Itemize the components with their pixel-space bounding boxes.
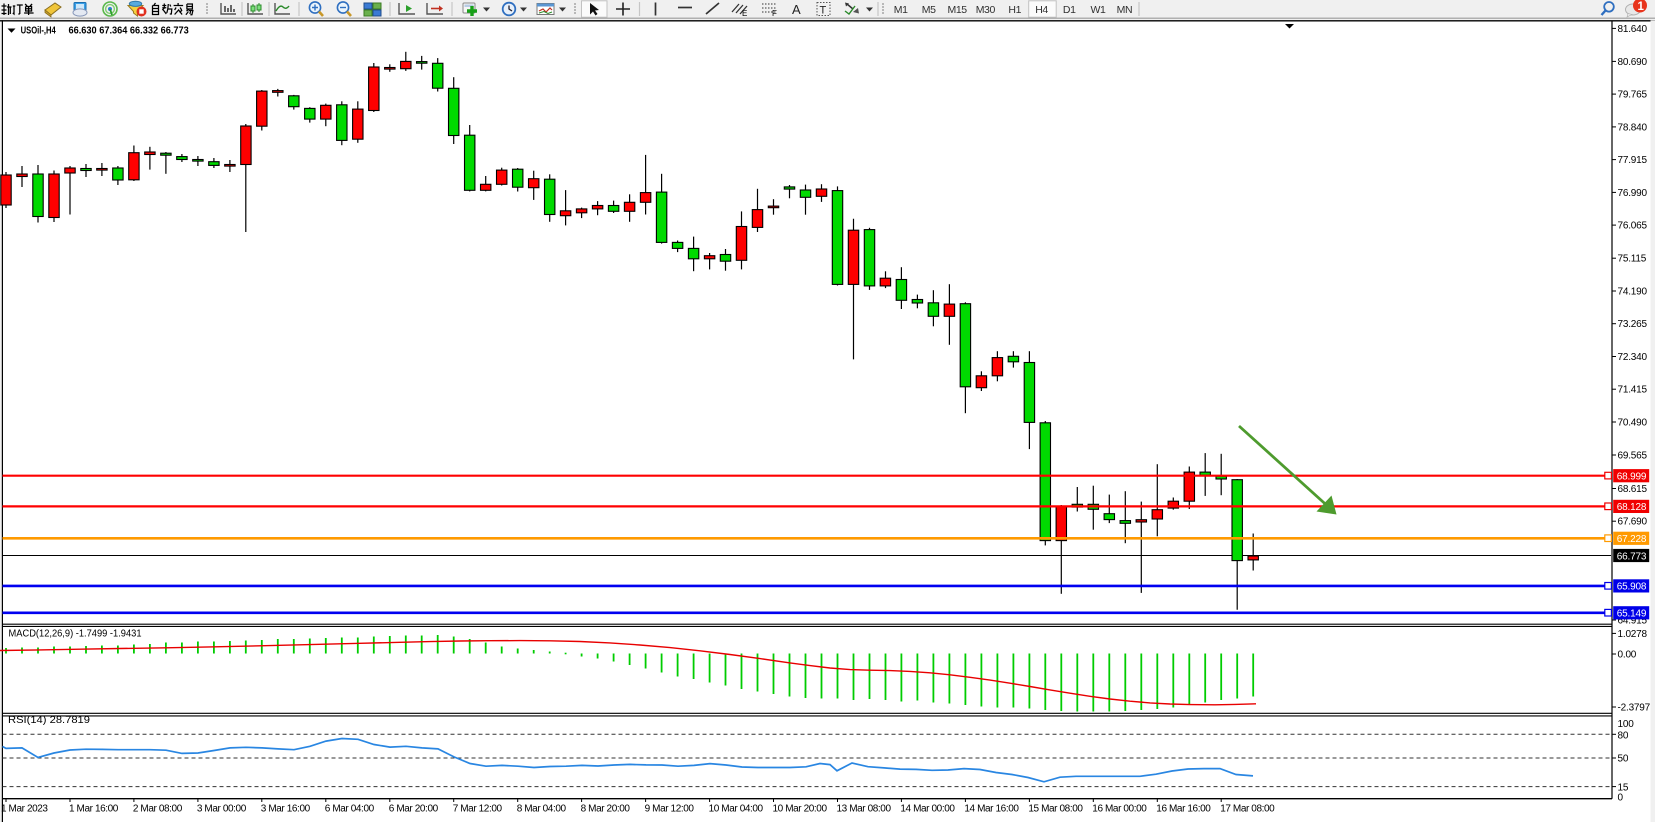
- svg-text:0.00: 0.00: [1618, 650, 1637, 661]
- svg-text:16 Mar 16:00: 16 Mar 16:00: [1156, 804, 1211, 815]
- svg-text:0: 0: [1618, 793, 1624, 804]
- svg-text:76.990: 76.990: [1618, 188, 1648, 199]
- svg-text:14 Mar 00:00: 14 Mar 00:00: [900, 804, 955, 815]
- svg-text:64.915: 64.915: [1618, 616, 1648, 627]
- svg-text:1 Mar 2023: 1 Mar 2023: [1, 804, 48, 815]
- svg-text:8 Mar 04:00: 8 Mar 04:00: [517, 804, 567, 815]
- svg-text:15 Mar 08:00: 15 Mar 08:00: [1028, 804, 1083, 815]
- svg-text:74.190: 74.190: [1618, 287, 1648, 298]
- svg-text:H4: H4: [1035, 4, 1048, 16]
- svg-text:50: 50: [1618, 754, 1629, 765]
- svg-text:MN: MN: [1117, 4, 1133, 16]
- svg-text:1: 1: [1638, 1, 1645, 13]
- svg-text:77.915: 77.915: [1618, 155, 1648, 166]
- svg-text:W1: W1: [1091, 4, 1107, 16]
- svg-text:M1: M1: [894, 4, 908, 16]
- svg-text:65.908: 65.908: [1617, 582, 1647, 593]
- svg-text:10 Mar 04:00: 10 Mar 04:00: [709, 804, 764, 815]
- svg-text:3 Mar 16:00: 3 Mar 16:00: [261, 804, 311, 815]
- svg-text:81.640: 81.640: [1618, 24, 1648, 35]
- svg-text:67.690: 67.690: [1618, 517, 1648, 528]
- svg-text:RSI(14) 28.7819: RSI(14) 28.7819: [8, 715, 90, 726]
- svg-text:65.149: 65.149: [1617, 609, 1647, 620]
- svg-text:MACD(12,26,9) -1.7499 -1.9431: MACD(12,26,9) -1.7499 -1.9431: [9, 629, 142, 640]
- svg-text:16 Mar 00:00: 16 Mar 00:00: [1092, 804, 1147, 815]
- svg-text:71.415: 71.415: [1618, 385, 1648, 396]
- svg-text:3 Mar 00:00: 3 Mar 00:00: [197, 804, 247, 815]
- svg-text:7 Mar 12:00: 7 Mar 12:00: [453, 804, 503, 815]
- svg-text:10 Mar 20:00: 10 Mar 20:00: [773, 804, 828, 815]
- svg-text:80.690: 80.690: [1618, 57, 1648, 68]
- svg-text:M30: M30: [976, 4, 996, 16]
- svg-text:2 Mar 08:00: 2 Mar 08:00: [133, 804, 183, 815]
- svg-text:D1: D1: [1063, 4, 1076, 16]
- svg-text:73.265: 73.265: [1618, 319, 1648, 330]
- svg-text:USOil-,H4: USOil-,H4: [21, 25, 56, 37]
- svg-text:M15: M15: [948, 4, 968, 16]
- svg-text:A: A: [792, 2, 801, 17]
- svg-text:68.999: 68.999: [1617, 472, 1647, 483]
- svg-text:13 Mar 08:00: 13 Mar 08:00: [837, 804, 892, 815]
- svg-text:17 Mar 08:00: 17 Mar 08:00: [1220, 804, 1275, 815]
- svg-text:M5: M5: [922, 4, 936, 16]
- svg-text:66.630 67.364 66.332 66.773: 66.630 67.364 66.332 66.773: [69, 25, 189, 37]
- svg-text:67.228: 67.228: [1617, 534, 1647, 545]
- svg-text:T: T: [820, 5, 827, 17]
- svg-text:F: F: [772, 9, 777, 18]
- svg-text:100: 100: [1618, 719, 1635, 730]
- svg-text:70.490: 70.490: [1618, 418, 1648, 429]
- svg-text:68.615: 68.615: [1618, 484, 1648, 495]
- svg-text:H1: H1: [1008, 4, 1021, 16]
- svg-text:1.0278: 1.0278: [1618, 629, 1648, 640]
- svg-text:14 Mar 16:00: 14 Mar 16:00: [964, 804, 1019, 815]
- svg-text:8 Mar 20:00: 8 Mar 20:00: [581, 804, 631, 815]
- svg-text:9 Mar 12:00: 9 Mar 12:00: [645, 804, 695, 815]
- svg-text:80: 80: [1618, 731, 1629, 742]
- svg-text:15: 15: [1618, 783, 1629, 794]
- svg-text:6 Mar 04:00: 6 Mar 04:00: [325, 804, 375, 815]
- svg-text:72.340: 72.340: [1618, 352, 1648, 363]
- svg-text:78.840: 78.840: [1618, 122, 1648, 133]
- svg-text:68.128: 68.128: [1617, 502, 1647, 513]
- svg-text:1 Mar 16:00: 1 Mar 16:00: [69, 804, 119, 815]
- svg-text:66.773: 66.773: [1617, 551, 1647, 562]
- svg-text:6 Mar 20:00: 6 Mar 20:00: [389, 804, 439, 815]
- svg-text:75.115: 75.115: [1618, 254, 1647, 265]
- svg-text:-2.3797: -2.3797: [1618, 703, 1651, 714]
- svg-text:79.765: 79.765: [1618, 90, 1648, 101]
- svg-text:E: E: [742, 9, 747, 18]
- svg-text:69.565: 69.565: [1618, 451, 1648, 462]
- svg-text:76.065: 76.065: [1618, 221, 1648, 232]
